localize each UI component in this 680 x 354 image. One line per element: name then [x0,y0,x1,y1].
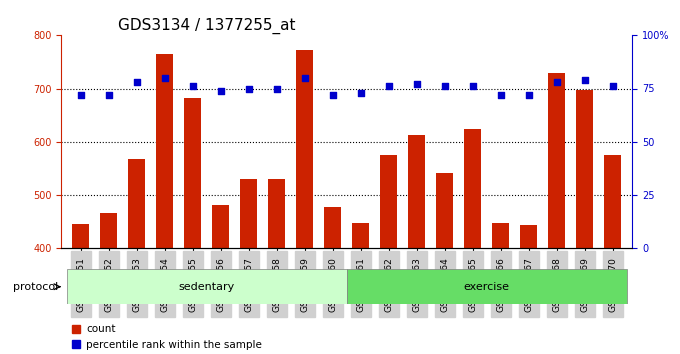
Bar [409,135,425,354]
Point [271,86,282,91]
Point [103,92,114,98]
Point [411,81,422,87]
Point [356,90,367,96]
Point [467,84,478,89]
Bar [437,173,453,354]
Bar [241,179,257,354]
Bar [352,223,369,354]
Bar [72,224,89,354]
Point [188,84,199,89]
Text: GDS3134 / 1377255_at: GDS3134 / 1377255_at [118,18,296,34]
Point [75,92,86,98]
Bar [464,130,481,354]
Text: sedentary: sedentary [179,282,235,292]
Bar [548,73,565,354]
Point [159,75,170,81]
Point [384,84,394,89]
Bar [577,90,593,354]
Bar [212,205,229,354]
Bar [101,213,117,354]
Point [439,84,450,89]
Text: protocol: protocol [13,282,58,292]
Point [495,92,506,98]
Bar [184,98,201,354]
Point [327,92,338,98]
Bar [296,50,313,354]
Bar [380,155,397,354]
Legend: count, percentile rank within the sample: count, percentile rank within the sample [67,320,267,354]
Bar [156,54,173,354]
Bar [520,225,537,354]
Bar [269,179,285,354]
Point [299,75,310,81]
Text: exercise: exercise [464,282,510,292]
FancyBboxPatch shape [347,269,627,304]
Point [607,84,618,89]
Point [524,92,534,98]
Bar [605,155,622,354]
Point [551,79,562,85]
Point [216,88,226,93]
Point [131,79,142,85]
Bar [129,159,146,354]
Point [579,77,590,83]
Point [243,86,254,91]
Bar [324,207,341,354]
Bar [492,223,509,354]
FancyBboxPatch shape [67,269,347,304]
